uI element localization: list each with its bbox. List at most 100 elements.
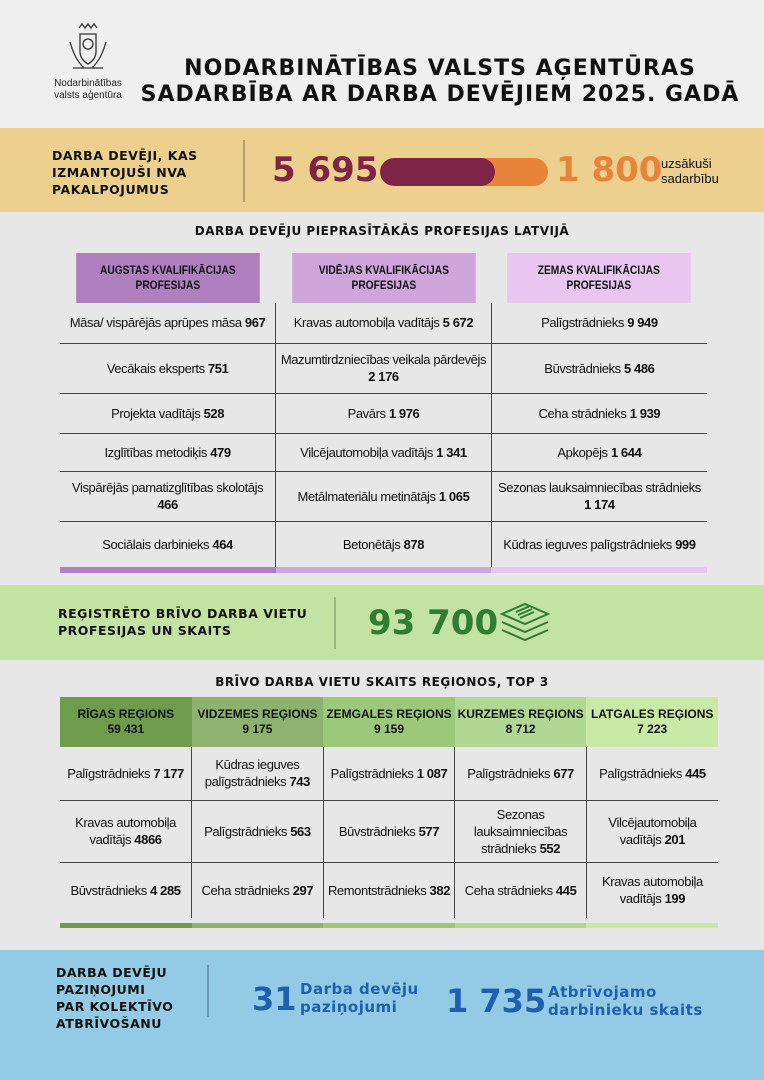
profession-name: Būvstrādnieks <box>70 882 147 898</box>
label-line: darbinieku skaits <box>548 1001 703 1019</box>
profession-name: Sezonas lauksaimniecības strādnieks <box>473 806 568 856</box>
profession-count: 4866 <box>134 832 162 847</box>
professions-title: DARBA DEVĒJU PIEPRASĪTĀKĀS PROFESIJAS LA… <box>194 224 570 238</box>
coat-of-arms-icon <box>69 22 107 69</box>
profession-name: Palīgstrādnieks <box>330 765 414 781</box>
profession-name: Ceha strādnieks <box>464 882 553 898</box>
profession-count: 464 <box>212 537 233 553</box>
workers-count: 1 735 <box>446 982 547 1020</box>
region-cell: Būvstrādnieks 4 285 <box>60 862 192 918</box>
region-name: LATGALES REĢIONS <box>590 707 714 721</box>
profession-count: 1 174 <box>584 497 615 512</box>
label-line: ATBRĪVOŠANU <box>56 1016 162 1031</box>
profession-cell: Ceha strādnieks 1 939 <box>490 393 707 434</box>
table-row: Vispārējās pamatizglītības skolotājs 466… <box>60 471 707 522</box>
region-cell: Palīgstrādnieks 677 <box>454 747 587 801</box>
region-total: 59 431 <box>107 722 145 736</box>
region-column-header: VIDZEMES REĢIONS 9 175 <box>191 697 324 747</box>
region-name: RĪGAS REĢIONS <box>77 707 175 721</box>
profession-name: Ceha strādnieks <box>538 405 627 421</box>
vacancies-total: 93 700 <box>368 603 499 643</box>
profession-name: Vilcējautomobiļa vadītājs <box>608 815 697 847</box>
profession-cell: Pavārs 1 976 <box>275 393 492 434</box>
profession-column-header: VIDĒJAS KVALIFIKĀCIJAS PROFESIJAS <box>291 253 476 303</box>
profession-cell: Metālmateriālu metinātājs 1 065 <box>275 471 492 522</box>
divider <box>207 965 209 1017</box>
profession-count: 445 <box>685 765 706 781</box>
label-line: DARBA DEVĒJU <box>56 965 168 980</box>
notices-count: 31 <box>252 980 297 1018</box>
table-row: Māsa/ vispārējās aprūpes māsa 967 Kravas … <box>60 303 707 344</box>
profession-cell: Sezonas lauksaimniecības strādnieks 1 17… <box>490 471 707 522</box>
regions-table: RĪGAS REĢIONS 59 431 VIDZEMES REĢIONS 9 175… <box>60 697 718 918</box>
notices-label: Darba devēju paziņojumi <box>300 980 419 1016</box>
profession-name: Māsa/ vispārējās aprūpes māsa <box>69 315 242 331</box>
profession-count: 677 <box>553 765 574 781</box>
profession-name: Kravas automobiļa vadītājs <box>293 315 440 331</box>
color-bar-segment <box>491 567 708 573</box>
page-title: NODARBINĀTĪBAS VALSTS AĢENTŪRAS SADARBĪBA… <box>130 56 750 108</box>
region-name: KURZEMES REĢIONS <box>457 707 584 721</box>
progress-fill <box>380 158 495 186</box>
employers-started: 1 800 <box>556 150 663 190</box>
table-row: Izglītības metodiķis 479 Vilcējautomobiļa… <box>60 433 707 472</box>
profession-name: Vilcējautomobiļa vadītājs <box>300 444 434 460</box>
region-total: 9 175 <box>242 722 273 736</box>
employers-label: DARBA DEVĒJI, KAS IZMANTOJUŠI NVA PAKALPOJ… <box>52 147 198 198</box>
profession-name: Kravas automobiļa vadītājs <box>75 815 176 847</box>
logo-text-1: Nodarbinātības <box>54 78 122 89</box>
profession-name: Izglītības metodiķis <box>104 444 207 460</box>
profession-count: 878 <box>403 537 425 553</box>
profession-name: Apkopējs <box>557 444 608 460</box>
region-cell: Palīgstrādnieks 7 177 <box>60 747 192 801</box>
profession-count: 297 <box>292 882 314 898</box>
profession-count: 5 486 <box>623 360 655 376</box>
layoffs-label: DARBA DEVĒJU PAZIŅOJUMI PAR KOLEKTĪVO ATBRĪ… <box>56 964 173 1032</box>
profession-cell: Izglītības metodiķis 479 <box>60 433 276 472</box>
profession-name: Palīgstrādnieks <box>204 823 287 839</box>
profession-count: 199 <box>664 891 686 907</box>
profession-count: 5 672 <box>442 315 474 331</box>
region-column-header: KURZEMES REĢIONS 8 712 <box>454 697 587 747</box>
table-row: Palīgstrādnieks 7 177 Kūdras ieguves palī… <box>60 747 718 801</box>
profession-count: 4 285 <box>150 882 181 898</box>
profession-name: Palīgstrādnieks <box>467 765 551 781</box>
region-total: 9 159 <box>373 722 404 736</box>
title-line-2: SADARBĪBA AR DARBA DEVĒJIEM 2025. GADĀ <box>140 82 740 107</box>
region-cell: Būvstrādnieks 577 <box>322 800 455 863</box>
profession-count: 1 065 <box>438 488 470 504</box>
profession-cell: Betonētājs 878 <box>275 521 492 568</box>
regions-bottom-bar <box>60 923 718 928</box>
regions-title: BRĪVO DARBA VIETU SKAITS REĢIONOS, TOP 3 <box>215 675 549 689</box>
profession-count: 1 341 <box>436 444 467 460</box>
label-line: DARBA DEVĒJI, KAS <box>52 148 198 163</box>
profession-name: Palīgstrādnieks <box>67 765 151 781</box>
region-column-header: RĪGAS REĢIONS 59 431 <box>60 697 192 747</box>
divider <box>334 597 336 649</box>
header <box>0 0 764 128</box>
table-row: Sociālais darbinieks 464 Betonētājs 878 Kū… <box>60 521 707 568</box>
label-line: PAR KOLEKTĪVO <box>56 999 174 1014</box>
profession-count: 999 <box>675 537 696 553</box>
profession-name: Remontstrādnieks <box>327 882 427 898</box>
profession-count: 563 <box>290 823 311 839</box>
color-bar-segment <box>275 567 492 573</box>
region-name: ZEMGALES REĢIONS <box>326 707 452 721</box>
profession-cell: Palīgstrādnieks 9 949 <box>490 303 707 344</box>
profession-count: 466 <box>157 497 178 512</box>
professions-table: AUGSTAS KVALIFIKĀCIJAS PROFESIJAS VIDĒJAS… <box>60 253 707 568</box>
region-name: VIDZEMES REĢIONS <box>197 707 318 721</box>
region-cell: Remontstrādnieks 382 <box>322 862 455 918</box>
table-row: Vecākais eksperts 751 Mazumtirdzniecības … <box>60 343 707 394</box>
label-line: REĢISTRĒTO BRĪVO DARBA VIETU <box>58 606 308 621</box>
table-row: Kravas automobiļa vadītājs 4866 Palīgstrā… <box>60 800 718 863</box>
profession-name: Kūdras ieguves palīgstrādnieks <box>204 757 300 790</box>
profession-cell: Kravas automobiļa vadītājs 5 672 <box>275 303 492 344</box>
color-bar-segment <box>60 567 276 573</box>
profession-name: Palīgstrādnieks <box>541 315 624 331</box>
profession-count: 552 <box>539 840 561 856</box>
profession-count: 1 976 <box>388 405 420 421</box>
profession-count: 201 <box>664 832 686 847</box>
profession-count: 577 <box>418 823 440 839</box>
table-row: Būvstrādnieks 4 285 Ceha strādnieks 297 Re… <box>60 862 718 918</box>
